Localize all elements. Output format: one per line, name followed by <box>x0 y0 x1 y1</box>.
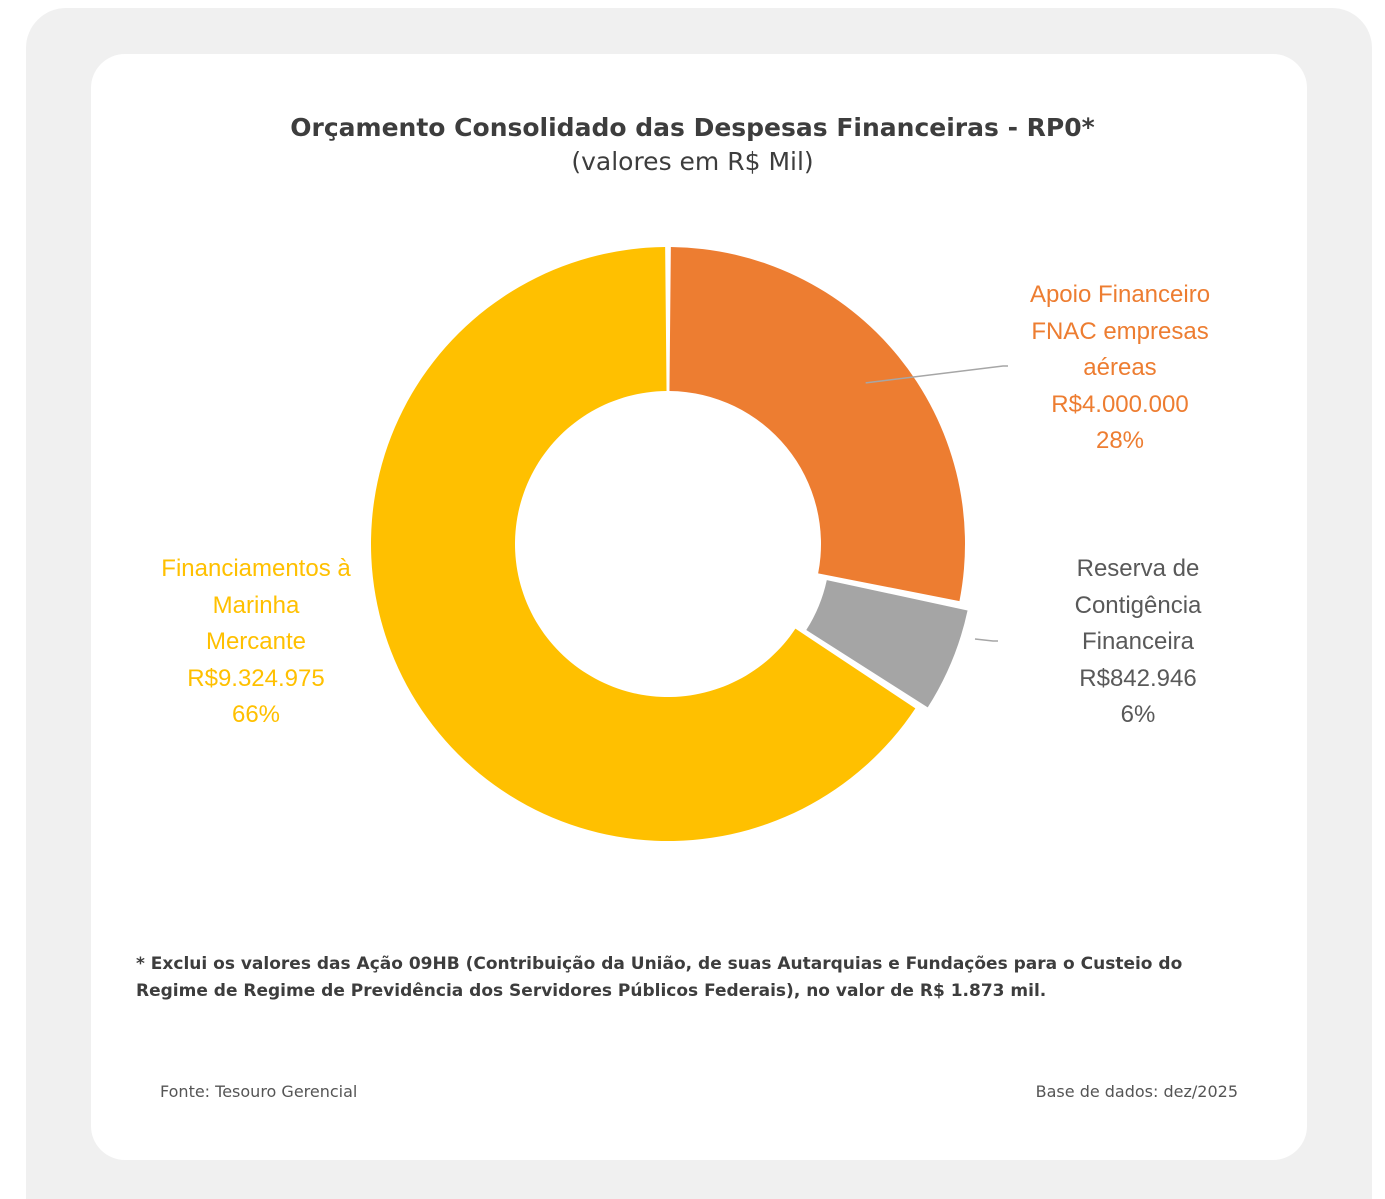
label-line: Financiamentos à <box>161 555 351 582</box>
label-line: Reserva de <box>1076 555 1200 582</box>
chart-title: Orçamento Consolidado das Despesas Finan… <box>290 113 1095 142</box>
label-financiamentos-marinha: Financiamentos à Marinha Mercante R$9.32… <box>126 551 386 734</box>
slice-reserva-contigencia <box>806 580 968 708</box>
label-line: Contigência <box>1074 591 1202 619</box>
value-label: R$4.000.000 <box>1051 390 1189 418</box>
value-label: R$842.946 <box>1079 664 1197 692</box>
label-reserva-contigencia: Reserva de Contigência Financeira R$842.… <box>1018 551 1258 734</box>
percent-label: 6% <box>1120 701 1156 728</box>
label-line: Financeira <box>1081 628 1195 655</box>
label-line: FNAC empresas <box>1031 317 1209 345</box>
percent-label: 66% <box>231 701 281 728</box>
source-text: Fonte: Tesouro Gerencial <box>160 1082 358 1101</box>
chart-subtitle: (valores em R$ Mil) <box>571 147 814 176</box>
database-date: Base de dados: dez/2025 <box>1035 1082 1238 1101</box>
label-line: Mercante <box>205 628 307 655</box>
label-line: Marinha <box>212 591 300 619</box>
label-line: aéreas <box>1083 354 1157 381</box>
slice-financiamentos-marinha <box>370 247 916 842</box>
footnote: * Exclui os valores das Ação 09HB (Contr… <box>136 954 1183 1001</box>
label-line: Apoio Financeiro <box>1029 281 1211 308</box>
leader-line <box>865 365 1008 384</box>
slice-apoio-financeiro <box>669 247 965 602</box>
leader-line <box>974 638 998 642</box>
chart-card <box>91 54 1307 1160</box>
percent-label: 28% <box>1095 427 1145 454</box>
value-label: R$9.324.975 <box>187 664 325 692</box>
label-apoio-financeiro: Apoio Financeiro FNAC empresas aéreas R$… <box>990 277 1250 460</box>
